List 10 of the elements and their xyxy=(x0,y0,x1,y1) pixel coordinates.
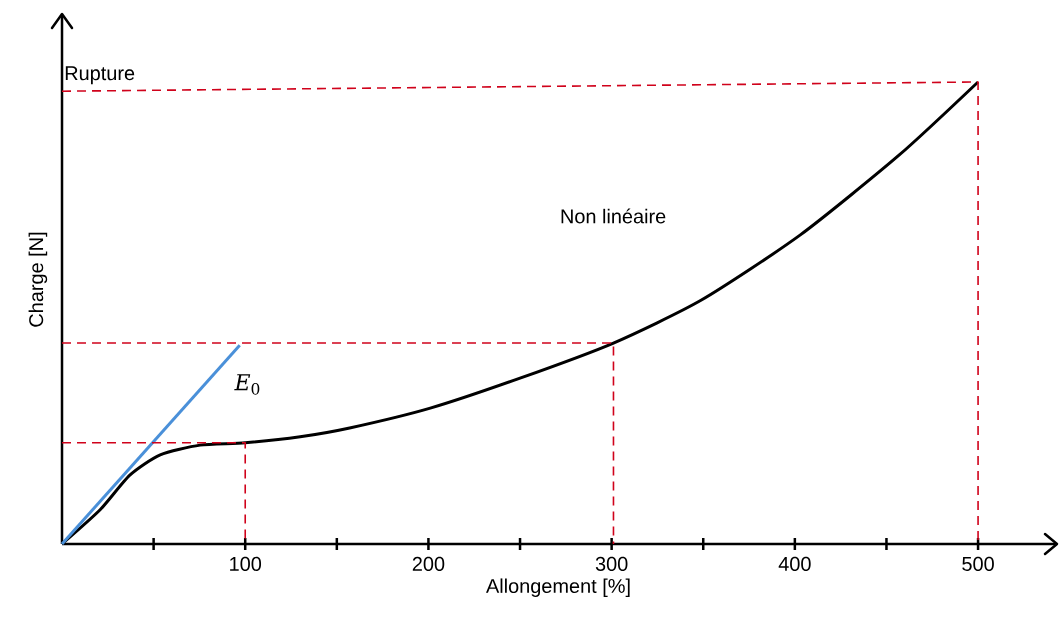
y-axis-title: Charge [N] xyxy=(28,232,48,327)
series-label: E$_{0}$ xyxy=(234,374,260,395)
x-tick-label: 500 xyxy=(962,556,994,571)
x-axis-title: Allongement [%] xyxy=(486,578,630,597)
x-tick-label: 300 xyxy=(595,556,628,571)
x-tick-label: 100 xyxy=(230,556,262,571)
annotation: Rupture xyxy=(65,66,135,85)
annotation: Non linéaire xyxy=(561,208,666,224)
x-tick-label: 200 xyxy=(412,556,445,571)
x-tick-label: 400 xyxy=(778,556,811,571)
